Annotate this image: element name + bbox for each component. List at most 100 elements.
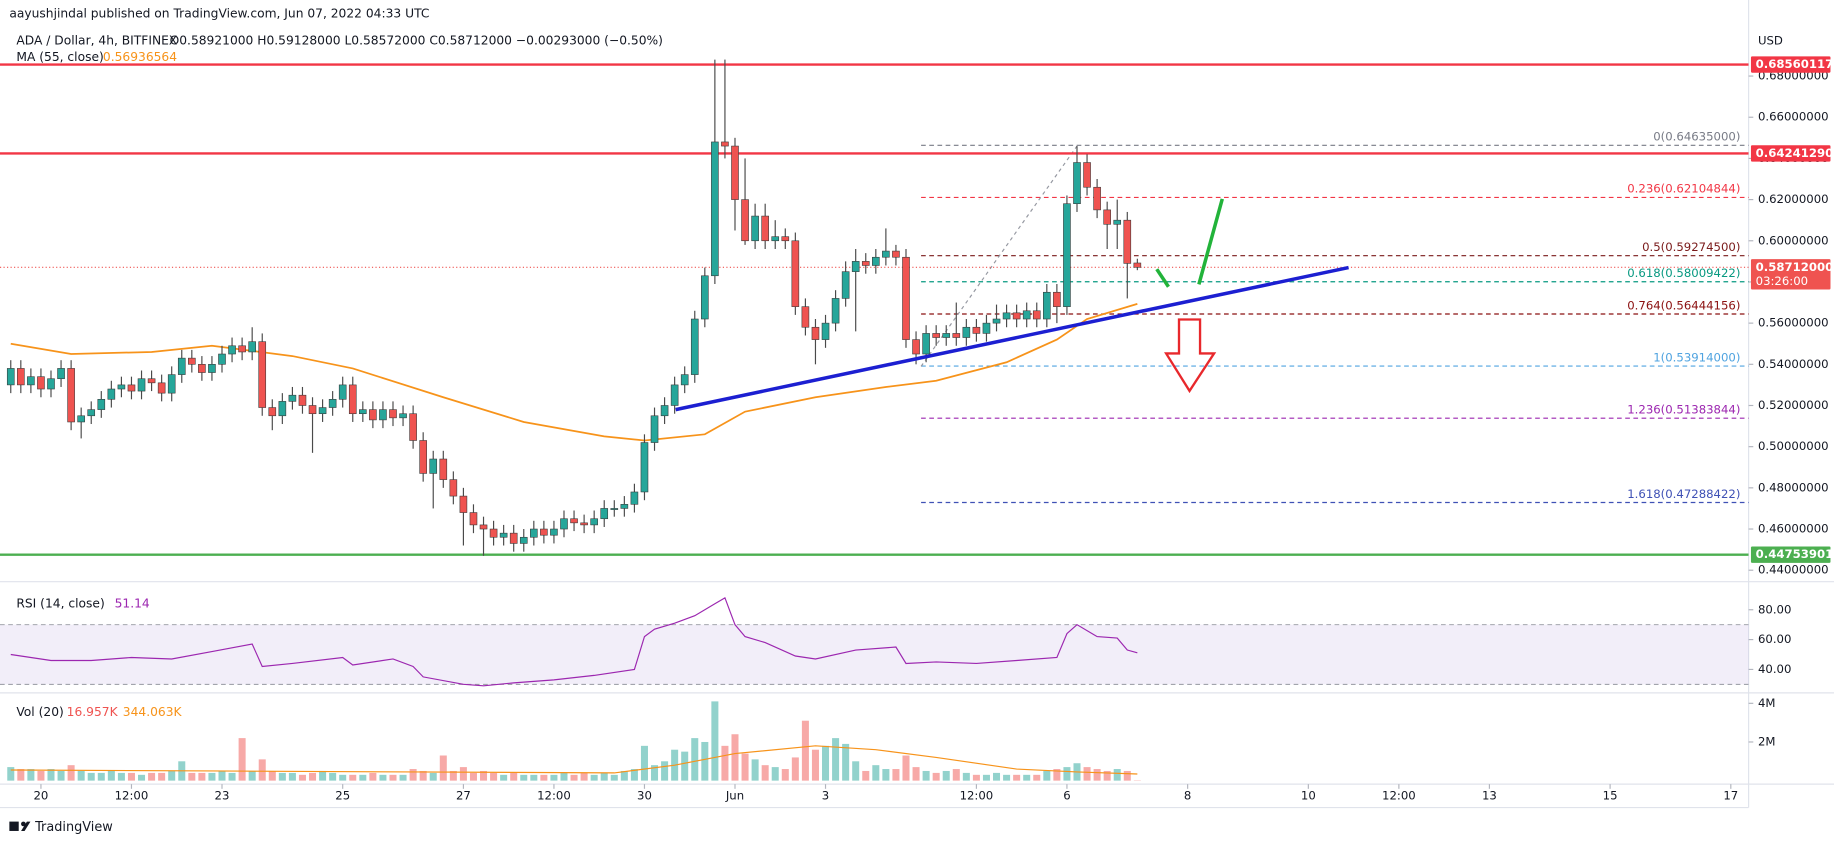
volume-bar [610, 774, 618, 781]
candle-body [831, 298, 840, 324]
volume-bar [801, 720, 809, 781]
candle-body [429, 458, 438, 474]
candle-body [721, 141, 729, 147]
x-tick-label: 10 [1301, 788, 1316, 802]
vol-tick-label: 4M [1758, 696, 1776, 710]
volume-ma-line [10, 745, 1138, 775]
volume-bar [47, 769, 55, 781]
y-tick-label: 0.62000000 [1758, 192, 1829, 206]
volume-bar [389, 774, 397, 781]
volume-bar [409, 769, 417, 781]
volume-bar [711, 701, 719, 781]
candle-body [741, 199, 749, 242]
volume-bar [741, 753, 749, 781]
ohlc: O0.58921000 H0.59128000 L0.58572000 C0.5… [170, 33, 663, 47]
volume-bar [1063, 767, 1071, 781]
candle-body [942, 333, 951, 338]
brand-logo [9, 821, 31, 831]
volume-bar [771, 767, 779, 781]
candle-body [167, 374, 176, 394]
candle-body [469, 512, 478, 526]
candle-body [177, 357, 186, 375]
fib-label: 1.236(0.51383844) [1627, 402, 1740, 416]
candle-body [1032, 310, 1041, 320]
candle-body [771, 236, 780, 242]
rsi-tick-label: 80.00 [1758, 602, 1791, 616]
volume-bar [248, 770, 256, 781]
candle-body [791, 240, 800, 307]
volume-bar [439, 755, 447, 781]
fib-label: 0.236(0.62104844) [1627, 182, 1740, 196]
candle-body [419, 440, 427, 474]
volume-bar [1123, 770, 1131, 781]
candle-body [489, 528, 498, 538]
y-tick-label: 0.46000000 [1758, 522, 1829, 536]
volume-bar [972, 774, 980, 781]
volume-bar [339, 774, 347, 781]
volume-bar [691, 738, 699, 781]
volume-bar [480, 770, 488, 781]
candle-body [982, 322, 991, 334]
volume-bar [902, 755, 910, 781]
volume-bar [288, 772, 296, 781]
y-tick-label: 0.50000000 [1758, 439, 1829, 453]
volume-bar [852, 761, 860, 781]
volume-bar [349, 774, 357, 781]
y-tick-label: 0.52000000 [1758, 398, 1829, 412]
volume-bar [1113, 769, 1121, 781]
volume-bar [1103, 770, 1111, 781]
candle-body [117, 384, 126, 390]
candle-body [711, 141, 719, 277]
x-tick-label: 15 [1603, 788, 1618, 802]
volume-bar [721, 745, 729, 781]
volume-bar [882, 769, 890, 781]
plot-area: 0(0.64635000) 0.236(0.62104844) 0.5(0.5927… [0, 59, 1749, 781]
x-tick-label: Jun [725, 788, 744, 802]
volume-bar [57, 770, 65, 781]
volume-bar [1013, 774, 1021, 781]
x-tick-label: 20 [34, 788, 49, 802]
candle-body [811, 326, 820, 340]
candle-body [761, 215, 769, 242]
volume-bar [922, 770, 930, 781]
candle-body [369, 409, 377, 421]
candle-body [590, 518, 598, 526]
candle-body [17, 368, 25, 386]
ma-label: MA (55, close) [16, 50, 103, 64]
candle-body [851, 261, 860, 272]
volume-bar [661, 761, 669, 781]
candle-body [228, 345, 236, 355]
volume-bar [892, 769, 900, 781]
volume-bar [822, 745, 830, 781]
candle-body [379, 409, 387, 421]
volume-bar [1053, 769, 1061, 781]
volume-bar [862, 770, 870, 781]
y-tick-label: 0.56000000 [1758, 316, 1829, 330]
volume-bar [37, 770, 45, 781]
volume-bar [218, 770, 226, 781]
fib-diagonal [920, 145, 1078, 367]
volume-bar [630, 769, 638, 781]
candle-body [530, 528, 538, 538]
volume-bar [620, 770, 628, 781]
fib-label: 0(0.64635000) [1653, 130, 1740, 144]
frame [0, 0, 1834, 809]
candle-body [359, 409, 367, 415]
x-tick-label: 12:00 [960, 788, 994, 802]
candle-body [298, 394, 307, 406]
candle-body [6, 368, 15, 386]
volume-bar [67, 765, 75, 781]
candle-body [238, 345, 246, 353]
volume-bar [309, 772, 317, 781]
volume-bar [268, 770, 276, 781]
volume-bar [379, 774, 387, 781]
candle-body [318, 407, 327, 415]
volume-bar [701, 741, 709, 781]
rsi-label: RSI (14, close) [16, 596, 104, 610]
candle-body [308, 405, 317, 415]
candle-body [248, 341, 256, 353]
vol-ma-value: 344.063K [123, 705, 183, 719]
volume-bar [158, 772, 166, 781]
volume-bar [540, 774, 548, 781]
